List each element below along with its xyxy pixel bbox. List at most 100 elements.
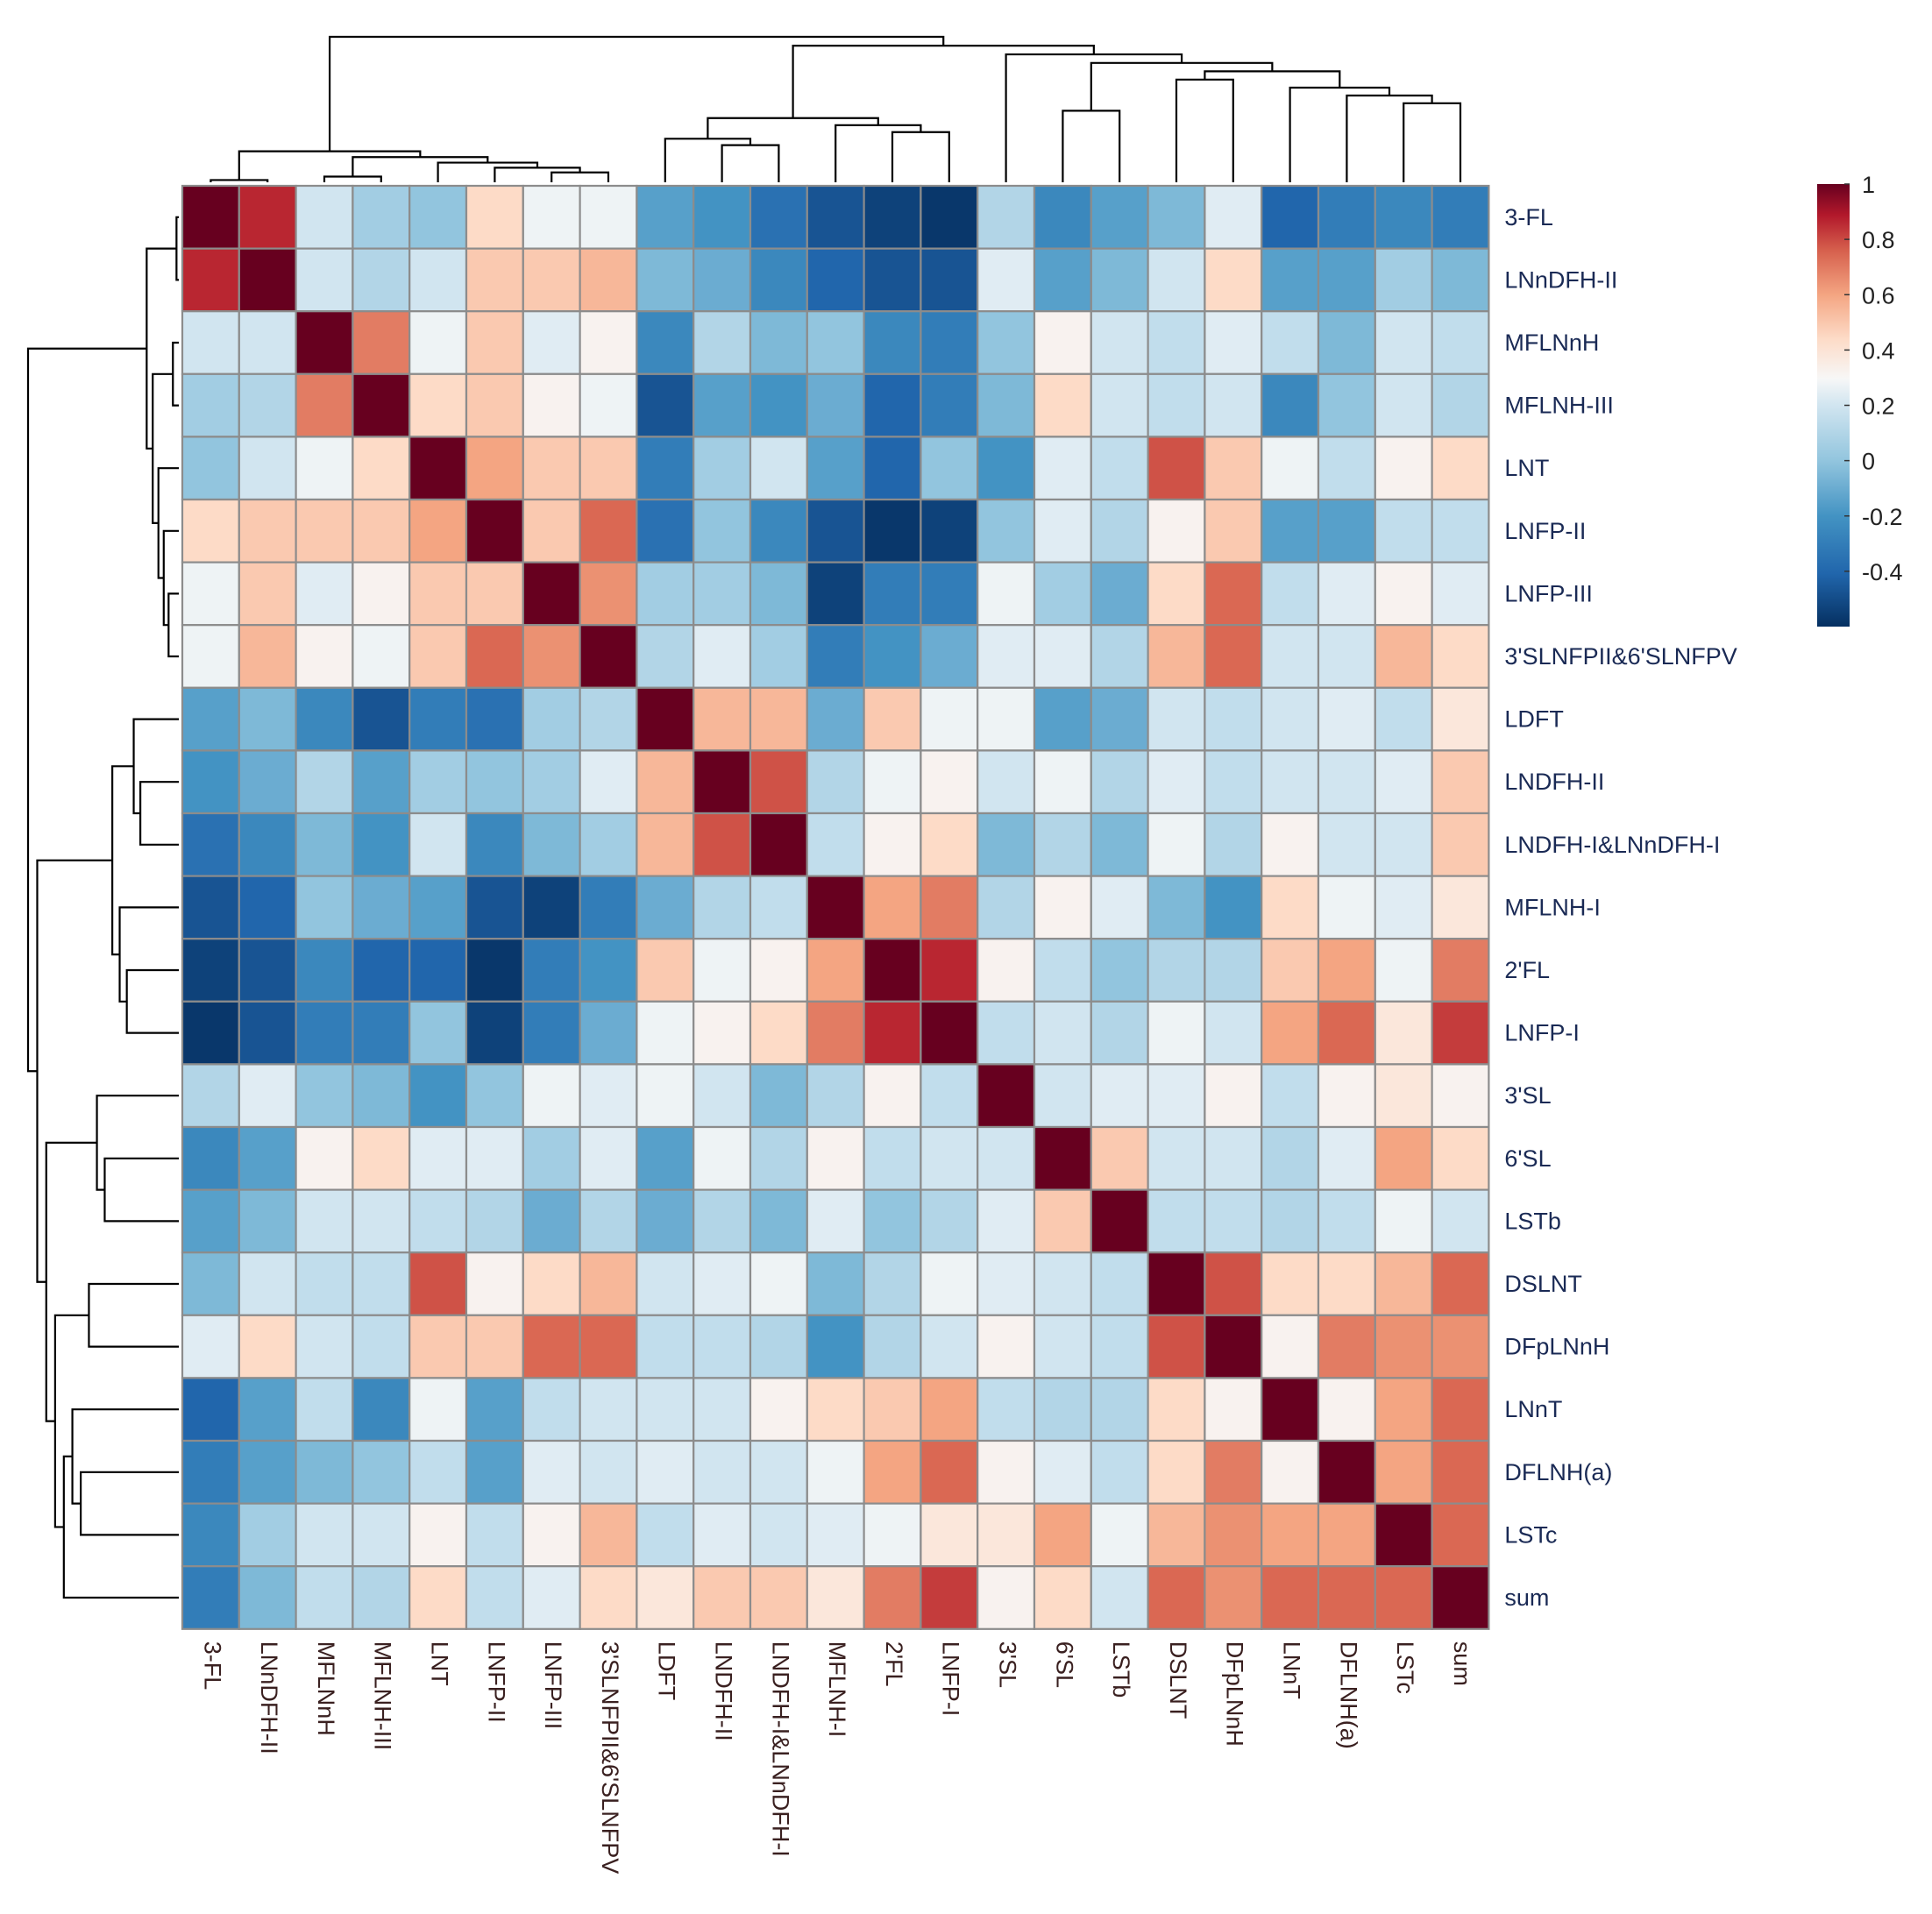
heatmap-cell-lnnt-x-lndfh-ii xyxy=(693,1377,752,1443)
heatmap-cell-mflnh-i-x-dslnt xyxy=(1147,875,1206,940)
heatmap-cell-lstc-x-mflnh-i xyxy=(806,1502,865,1568)
heatmap-cell-lnndfh-ii-x-lnfp-i xyxy=(920,247,979,313)
heatmap-cell-2-fl-x-6-sl xyxy=(1033,938,1092,1003)
heatmap-cell-sum-x-lnfp-i xyxy=(920,1565,979,1630)
heatmap-cell-mflnh-i-x-lstc xyxy=(1374,875,1433,940)
heatmap-cell-lstc-x-mflnh-iii xyxy=(352,1502,411,1568)
heatmap-cell-6-sl-x-lnnt xyxy=(1261,1125,1320,1191)
heatmap-cell-2-fl-x-mflnnh xyxy=(295,938,354,1003)
heatmap-cell-3-slnfpii-6-slnfpv-x-mflnh-i xyxy=(806,624,865,689)
heatmap-cell-dslnt-x-lstc xyxy=(1374,1251,1433,1316)
heatmap-cell-3-fl-x-mflnnh xyxy=(295,184,354,250)
heatmap-cell-lnnt-x-lnfp-i xyxy=(920,1377,979,1443)
heatmap-cell-3-fl-x-3-sl xyxy=(977,184,1036,250)
heatmap-cell-mflnnh-x-mflnh-i xyxy=(806,310,865,375)
heatmap-cell-dflnh-a-x-lndfh-i-lnndfh-i xyxy=(749,1439,808,1505)
heatmap-cell-ldft-x-lstc xyxy=(1374,686,1433,752)
heatmap-cell-mflnnh-x-lnfp-iii xyxy=(522,310,581,375)
heatmap-cell-lnt-x-6-sl xyxy=(1033,436,1092,501)
heatmap-cell-dfplnnh-x-3-fl xyxy=(181,1314,240,1379)
heatmap-cell-lnt-x-ldft xyxy=(636,436,695,501)
heatmap-cell-mflnnh-x-lnt xyxy=(408,310,468,375)
heatmap-cell-sum-x-2-fl xyxy=(863,1565,922,1630)
heatmap-cell-dfplnnh-x-sum xyxy=(1431,1314,1490,1379)
heatmap-cell-dfplnnh-x-mflnnh xyxy=(295,1314,354,1379)
heatmap-cell-3-sl-x-dflnh-a xyxy=(1317,1063,1376,1129)
heatmap-cell-6-sl-x-3-sl xyxy=(977,1125,1036,1191)
heatmap-cell-lnfp-i-x-lstb xyxy=(1090,1000,1149,1066)
column-label-dflnh-a: DFLNH(a) xyxy=(1335,1641,1361,1749)
heatmap-cell-lndfh-i-lnndfh-i-x-6-sl xyxy=(1033,812,1092,877)
heatmap-cell-lndfh-i-lnndfh-i-x-3-sl xyxy=(977,812,1036,877)
heatmap-cell-6-sl-x-2-fl xyxy=(863,1125,922,1191)
heatmap-cell-mflnh-iii-x-lnnt xyxy=(1261,372,1320,438)
col-dendrogram-branch-21 xyxy=(792,45,1095,118)
heatmap-cell-3-fl-x-lnfp-ii xyxy=(465,184,524,250)
heatmap-cell-6-sl-x-lstc xyxy=(1374,1125,1433,1191)
heatmap-cell-lnt-x-lnnt xyxy=(1261,436,1320,501)
heatmap-cell-dflnh-a-x-lnfp-ii xyxy=(465,1439,524,1505)
heatmap-cell-lnnt-x-ldft xyxy=(636,1377,695,1443)
heatmap-cell-lnt-x-lnfp-ii xyxy=(465,436,524,501)
heatmap-cell-dflnh-a-x-lnfp-iii xyxy=(522,1439,581,1505)
heatmap-cell-3-slnfpii-6-slnfpv-x-lnnt xyxy=(1261,624,1320,689)
col-dendrogram-branch-5 xyxy=(437,161,539,182)
heatmap-cell-3-fl-x-lndfh-ii xyxy=(693,184,752,250)
heatmap-cell-mflnh-i-x-lnnt xyxy=(1261,875,1320,940)
column-label-mflnnh: MFLNnH xyxy=(313,1641,339,1736)
row-dendrogram-branch-4 xyxy=(162,529,179,627)
heatmap-cell-3-slnfpii-6-slnfpv-x-3-fl xyxy=(181,624,240,689)
heatmap-cell-mflnh-i-x-ldft xyxy=(636,875,695,940)
heatmap-cell-mflnh-iii-x-dfplnnh xyxy=(1204,372,1263,438)
heatmap-cell-3-slnfpii-6-slnfpv-x-dfplnnh xyxy=(1204,624,1263,689)
heatmap-cell-6-sl-x-mflnh-iii xyxy=(352,1125,411,1191)
heatmap-cell-lnt-x-lnt xyxy=(408,436,468,501)
heatmap-cell-mflnh-i-x-3-fl xyxy=(181,875,240,940)
col-dendrogram-branch-2 xyxy=(323,175,382,182)
heatmap-cell-lndfh-ii-x-lnt xyxy=(408,749,468,815)
heatmap-cell-mflnh-i-x-lndfh-ii xyxy=(693,875,752,940)
heatmap-cell-lnndfh-ii-x-mflnnh xyxy=(295,247,354,313)
heatmap-cell-ldft-x-lnt xyxy=(408,686,468,752)
column-label-lnnt: LNnT xyxy=(1278,1641,1304,1699)
heatmap-cell-lndfh-ii-x-3-fl xyxy=(181,749,240,815)
heatmap-cell-mflnnh-x-2-fl xyxy=(863,310,922,375)
heatmap-cell-dfplnnh-x-lndfh-ii xyxy=(693,1314,752,1379)
heatmap-cell-lnndfh-ii-x-dfplnnh xyxy=(1204,247,1263,313)
heatmap-cell-lstb-x-6-sl xyxy=(1033,1188,1092,1254)
heatmap-cell-dslnt-x-3-fl xyxy=(181,1251,240,1316)
col-dendrogram-branch-10 xyxy=(891,131,950,182)
heatmap-cell-lnt-x-lstc xyxy=(1374,436,1433,501)
heatmap-cell-ldft-x-sum xyxy=(1431,686,1490,752)
heatmap-cell-2-fl-x-dflnh-a xyxy=(1317,938,1376,1003)
heatmap-cell-mflnnh-x-mflnh-iii xyxy=(352,310,411,375)
heatmap-cell-6-sl-x-6-sl xyxy=(1033,1125,1092,1191)
heatmap-cell-lndfh-ii-x-lndfh-i-lnndfh-i xyxy=(749,749,808,815)
row-dendrogram-branch-16 xyxy=(80,1471,179,1536)
heatmap-cell-dfplnnh-x-mflnh-i xyxy=(806,1314,865,1379)
heatmap-cell-mflnh-i-x-lnfp-iii xyxy=(522,875,581,940)
heatmap-cell-lnfp-i-x-lnfp-iii xyxy=(522,1000,581,1066)
heatmap-cell-6-sl-x-ldft xyxy=(636,1125,695,1191)
col-dendrogram-branch-12 xyxy=(707,117,879,139)
heatmap-cell-lnndfh-ii-x-6-sl xyxy=(1033,247,1092,313)
row-label-mflnh-iii: MFLNH-III xyxy=(1504,393,1614,419)
heatmap-cell-3-slnfpii-6-slnfpv-x-lndfh-ii xyxy=(693,624,752,689)
heatmap-cell-lstb-x-3-sl xyxy=(977,1188,1036,1254)
heatmap-cell-lnfp-iii-x-lndfh-i-lnndfh-i xyxy=(749,561,808,627)
heatmap-cell-lndfh-i-lnndfh-i-x-mflnnh xyxy=(295,812,354,877)
colorbar-tick-label: 1 xyxy=(1862,172,1875,198)
heatmap-cell-lndfh-ii-x-3-sl xyxy=(977,749,1036,815)
heatmap-cell-lnfp-iii-x-6-sl xyxy=(1033,561,1092,627)
heatmap-cell-dslnt-x-dfplnnh xyxy=(1204,1251,1263,1316)
heatmap-cell-lnfp-ii-x-lnndfh-ii xyxy=(238,498,297,564)
heatmap-cell-lnfp-iii-x-lnfp-ii xyxy=(465,561,524,627)
heatmap-cell-lnfp-i-x-dslnt xyxy=(1147,1000,1206,1066)
heatmap-cell-lnfp-ii-x-lnt xyxy=(408,498,468,564)
heatmap-cell-dslnt-x-dflnh-a xyxy=(1317,1251,1376,1316)
heatmap-cell-mflnnh-x-lstc xyxy=(1374,310,1433,375)
heatmap-cell-mflnh-iii-x-3-slnfpii-6-slnfpv xyxy=(579,372,638,438)
heatmap-cell-dslnt-x-sum xyxy=(1431,1251,1490,1316)
heatmap-cell-sum-x-lnfp-ii xyxy=(465,1565,524,1630)
heatmap-cell-3-fl-x-lnndfh-ii xyxy=(238,184,297,250)
